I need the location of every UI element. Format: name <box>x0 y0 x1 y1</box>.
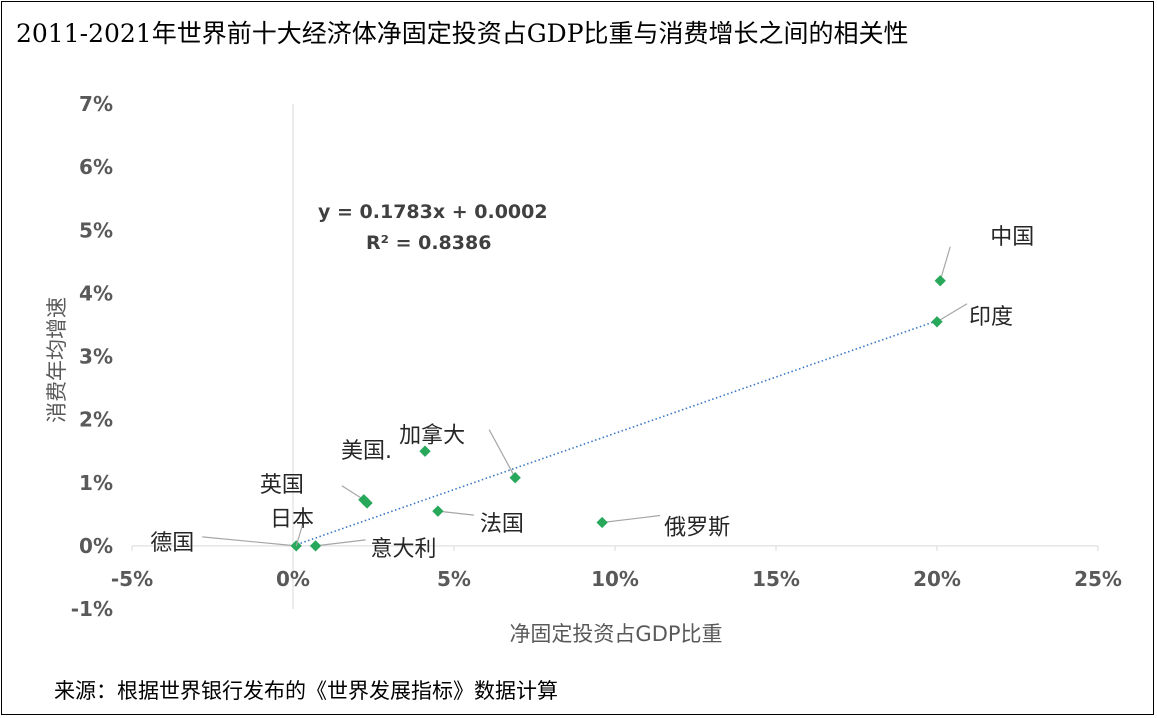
data-point-label: 英国 <box>260 473 304 498</box>
data-point-label: 日本 <box>270 507 314 532</box>
point-leader-line <box>315 539 366 547</box>
source-note: 来源：根据世界银行发布的《世界发展指标》数据计算 <box>54 679 558 703</box>
point-leader-line <box>341 485 365 501</box>
data-point <box>596 516 608 529</box>
data-point <box>934 275 946 287</box>
y-axis-title: 消费年均增速 <box>45 297 69 423</box>
data-point-label: 德国 <box>150 531 194 556</box>
data-point-label: 加拿大 <box>399 423 465 449</box>
data-point-label: 俄罗斯 <box>664 516 730 541</box>
data-point <box>931 316 943 328</box>
x-tick-label: -5% <box>111 567 153 591</box>
x-tick-label: 15% <box>752 567 800 591</box>
trendline <box>292 320 938 547</box>
y-tick-label: 0% <box>79 534 113 558</box>
chart-title: 2011-2021年世界前十大经济体净固定投资占GDP比重与消费增长之间的相关性 <box>16 19 909 48</box>
x-tick-label: 10% <box>591 567 639 591</box>
x-tick-label: 20% <box>913 567 961 591</box>
y-tick-label: 5% <box>79 218 113 242</box>
point-leader-line <box>939 246 951 281</box>
data-point <box>509 472 521 484</box>
point-leader-line <box>488 429 516 478</box>
x-tick-label: 5% <box>437 567 471 591</box>
trendline-equation: y = 0.1783x + 0.0002 <box>318 201 548 223</box>
y-tick-label: -1% <box>71 597 113 621</box>
y-tick-label: 1% <box>79 471 113 495</box>
point-leader-line <box>936 303 968 323</box>
point-leader-line <box>295 525 303 547</box>
y-tick-label: 3% <box>79 345 113 369</box>
y-tick-label: 6% <box>79 155 113 179</box>
y-tick-label: 7% <box>79 92 113 116</box>
point-leader-line <box>202 536 297 547</box>
x-tick-label: 25% <box>1074 567 1122 591</box>
x-tick-label: 0% <box>276 567 310 591</box>
y-tick-label: 2% <box>79 408 113 432</box>
data-point <box>309 540 322 552</box>
data-point-label: 法国 <box>480 512 524 537</box>
point-leader-line <box>602 514 661 524</box>
point-leader-line <box>437 510 474 516</box>
x-axis-title: 净固定投资占GDP比重 <box>509 622 722 646</box>
y-tick-label: 4% <box>79 281 113 305</box>
data-point-label: 意大利 <box>371 537 437 562</box>
data-point <box>419 445 431 457</box>
data-point-label: 印度 <box>969 305 1013 330</box>
data-point-label: 中国 <box>990 225 1034 250</box>
data-point-label: 美国. <box>341 439 392 464</box>
data-point <box>361 497 373 509</box>
data-point <box>432 505 444 517</box>
trendline-r-squared: R² = 0.8386 <box>366 232 491 254</box>
